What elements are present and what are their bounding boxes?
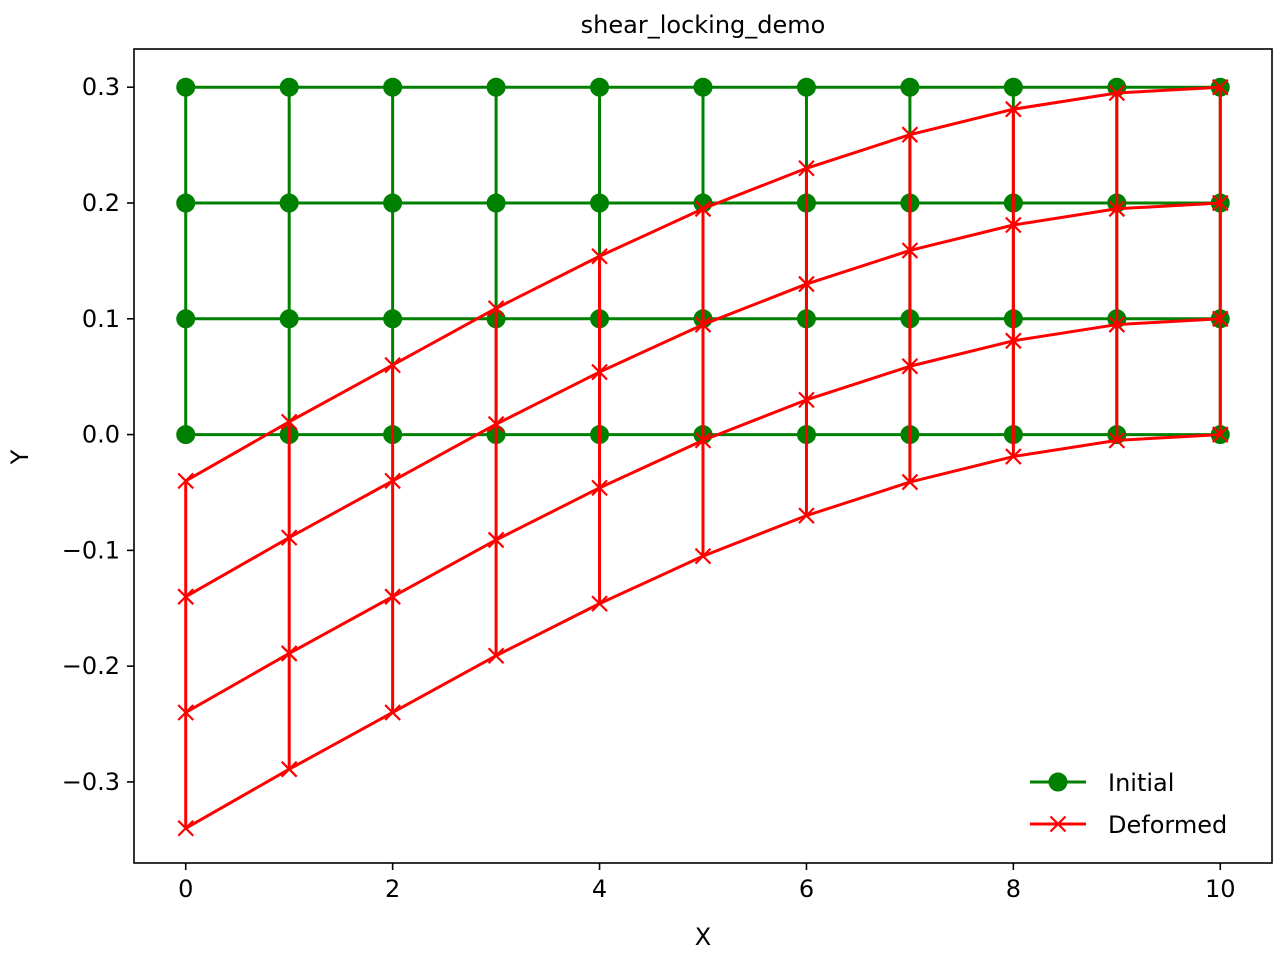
- data-point-x: [280, 645, 298, 662]
- data-point-x: [694, 200, 712, 218]
- data-point-x: [798, 391, 815, 409]
- data-point-x: [1108, 200, 1126, 218]
- series-deformed: [177, 78, 1229, 837]
- data-point-circle: [486, 193, 506, 213]
- data-point-circle: [176, 193, 196, 213]
- data-point-x: [384, 472, 401, 490]
- y-axis-label: Y: [6, 449, 34, 465]
- data-point-circle: [176, 425, 196, 445]
- data-point-x: [280, 413, 298, 431]
- plot-frame: [133, 48, 1273, 864]
- y-tick-label: 0.2: [82, 189, 120, 217]
- data-point-x: [177, 588, 195, 605]
- data-point-x: [591, 595, 608, 612]
- data-point-x: [901, 473, 919, 491]
- data-point-x: [694, 432, 712, 449]
- data-point-x: [591, 479, 608, 497]
- data-point-circle: [1048, 772, 1068, 792]
- data-point-x: [1211, 78, 1229, 96]
- data-point-circle: [486, 77, 506, 97]
- data-point-x: [280, 760, 298, 778]
- data-point-x: [280, 529, 298, 546]
- data-point-x: [487, 300, 505, 317]
- data-point-circle: [383, 77, 403, 97]
- data-point-circle: [383, 309, 403, 329]
- data-point-x: [901, 242, 919, 259]
- legend: Initial Deformed: [1030, 769, 1227, 839]
- x-tick-label: 4: [592, 875, 607, 903]
- data-point-x: [384, 704, 401, 721]
- legend-label: Deformed: [1108, 811, 1227, 839]
- data-point-x: [384, 356, 401, 374]
- data-point-circle: [590, 193, 610, 213]
- x-tick-label: 8: [1006, 875, 1021, 903]
- data-point-x: [901, 126, 919, 143]
- data-point-x: [487, 531, 505, 549]
- data-point-circle: [796, 77, 816, 97]
- x-tick-label: 6: [799, 875, 814, 903]
- data-point-circle: [1003, 77, 1023, 97]
- data-point-x: [591, 363, 608, 381]
- data-point-circle: [693, 77, 713, 97]
- x-tick-label: 2: [385, 875, 400, 903]
- data-point-x: [384, 588, 401, 605]
- data-point-x: [1108, 84, 1126, 102]
- data-point-x: [177, 819, 195, 837]
- y-tick-label: −0.1: [62, 536, 120, 564]
- x-axis-label: X: [695, 923, 711, 951]
- y-tick-label: 0.0: [82, 421, 120, 449]
- y-tick-label: 0.1: [82, 305, 120, 333]
- chart-title: shear_locking_demo: [581, 11, 826, 39]
- series-layer: [176, 77, 1230, 837]
- data-point-circle: [383, 193, 403, 213]
- data-point-x: [1211, 194, 1229, 212]
- data-point-x: [487, 647, 505, 665]
- data-point-x: [1211, 310, 1229, 328]
- data-point-circle: [279, 193, 299, 213]
- data-point-x: [1005, 216, 1022, 234]
- axis-ticks: 0 2 4 6 8 10 −0.3 −0.2 −0.1 0.0 0.1 0.2 0.3: [62, 73, 1236, 903]
- y-tick-label: −0.3: [62, 768, 120, 796]
- data-point-x: [177, 472, 195, 490]
- x-tick-label: 10: [1205, 875, 1236, 903]
- data-point-x: [1005, 100, 1022, 118]
- data-point-x: [694, 547, 712, 565]
- data-point-x: [1108, 316, 1126, 333]
- legend-label: Initial: [1108, 769, 1174, 797]
- data-point-circle: [590, 77, 610, 97]
- data-point-x: [591, 247, 608, 265]
- x-tick-label: 0: [178, 875, 193, 903]
- data-point-x: [487, 415, 505, 433]
- data-point-circle: [279, 309, 299, 329]
- data-point-x: [798, 159, 815, 177]
- data-point-x: [1049, 815, 1067, 833]
- data-point-x: [1108, 432, 1126, 449]
- legend-item-deformed: Deformed: [1030, 811, 1227, 839]
- data-point-x: [177, 704, 195, 721]
- data-point-circle: [176, 309, 196, 329]
- data-point-circle: [176, 77, 196, 97]
- data-point-x: [1005, 332, 1022, 350]
- data-point-x: [798, 275, 815, 293]
- legend-item-initial: Initial: [1030, 769, 1174, 797]
- data-point-x: [1211, 426, 1229, 443]
- y-tick-label: −0.2: [62, 652, 120, 680]
- data-point-circle: [279, 77, 299, 97]
- data-point-circle: [900, 77, 920, 97]
- data-point-x: [694, 316, 712, 333]
- data-point-x: [798, 507, 815, 524]
- y-tick-label: 0.3: [82, 73, 120, 101]
- data-point-x: [1005, 448, 1022, 465]
- data-point-x: [901, 357, 919, 375]
